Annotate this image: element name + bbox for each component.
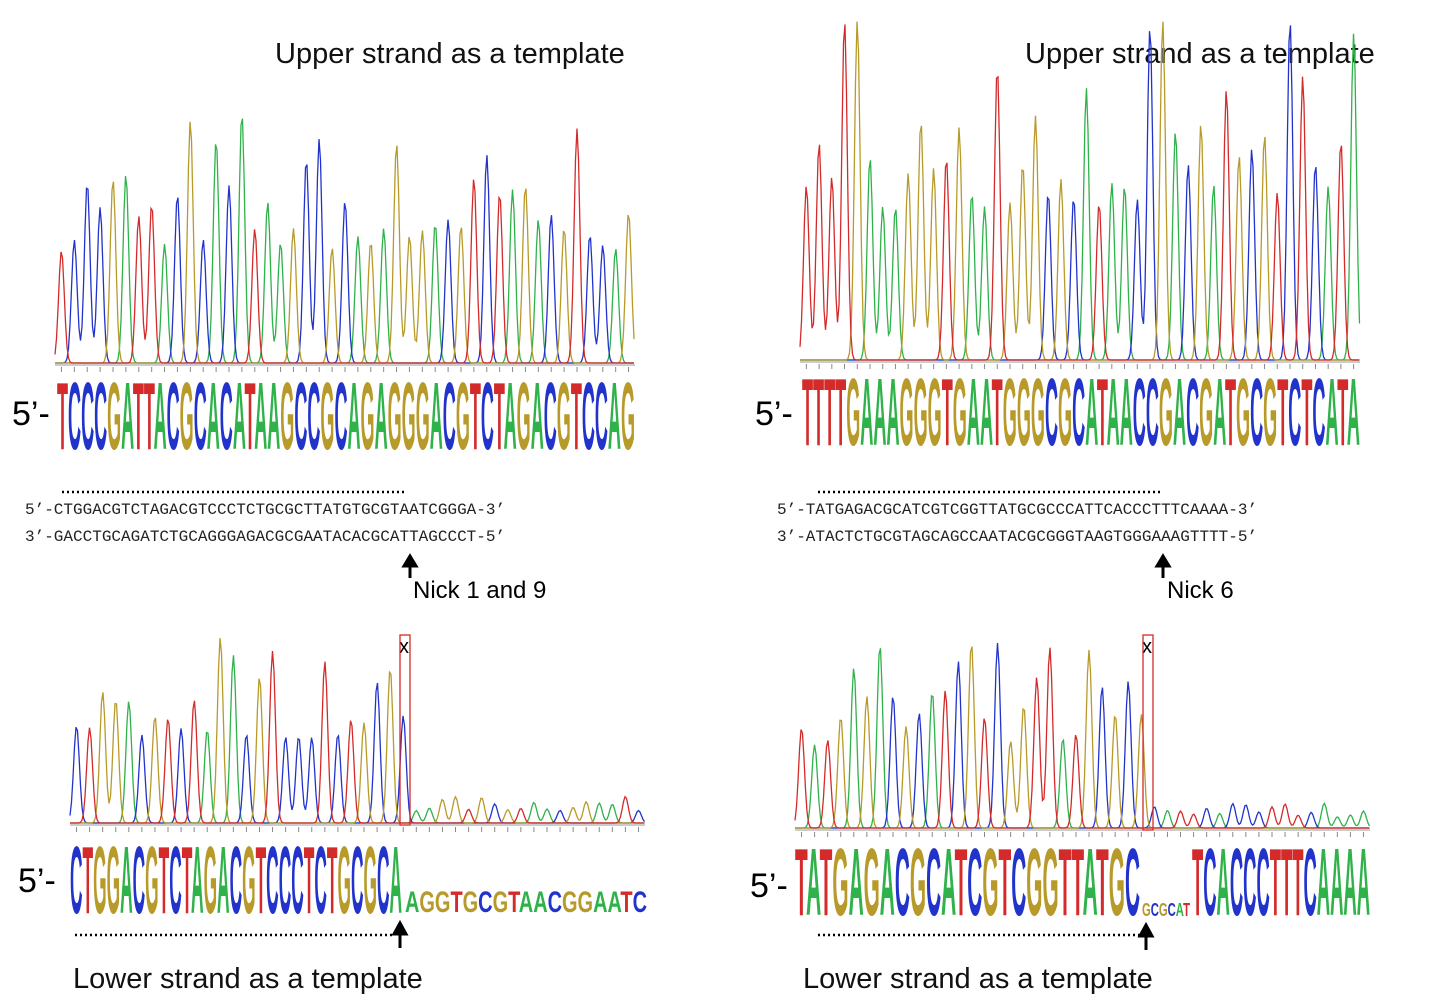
trace [55, 129, 634, 364]
trace [800, 24, 1360, 360]
trace [70, 683, 645, 823]
sequence-logo: TCACCCTTTCAAAA [1192, 829, 1370, 936]
duplex-lower: 3’-GACCTGCAGATCTGCAGGGAGACGCGAATACACGCAT… [25, 528, 505, 546]
prefix: 5’- [18, 862, 56, 900]
trace [55, 139, 634, 363]
prefix: 5’- [750, 867, 788, 905]
panel-caption: Lower strand as a template [73, 963, 423, 994]
panel-caption: Lower strand as a template [803, 963, 1153, 994]
stop-box [1143, 635, 1153, 830]
trace [800, 22, 1360, 360]
trace [70, 655, 645, 823]
trace [55, 122, 634, 363]
trace [800, 34, 1360, 360]
trace [70, 638, 645, 823]
sequence-logo: CTGGACGTCTAGACGTCCCTCTGCGCA [70, 827, 402, 934]
duplex-upper: 5’-CTGGACGTCTAGACGTCCCTCTGCGCTTATGTGCGTA… [25, 501, 505, 519]
sequence-logo: TTTTGAAAGGGTGAATGGGCGCATAACCGACGATGCGTCT… [802, 359, 1360, 466]
sequence-logo: TCCCGATTACGCACATAAGCCGCAGAGGGACGTCTAGACG… [57, 363, 635, 470]
prefix: 5’- [12, 395, 50, 433]
duplex-upper: 5’-TATGAGACGCATCGTCGGTTATGCGCCCATTCACCCT… [777, 501, 1257, 519]
duplex-lower: 3’-ATACTCTGCGTAGCAGCCAATACGCGGGTAAGTGGGA… [777, 528, 1257, 546]
nick-label: Nick 1 and 9 [413, 577, 546, 604]
nick-label: Nick 6 [1167, 577, 1234, 604]
figure: Upper strand as a template Upper strand … [0, 0, 1439, 994]
prefix: 5’- [755, 395, 793, 433]
sequence-tail: GCGCAT [1142, 900, 1190, 920]
panel-title: Upper strand as a template [275, 38, 625, 70]
trace [55, 119, 634, 363]
trace [800, 25, 1360, 360]
panel-title: Upper strand as a template [1025, 38, 1375, 70]
sequence-tail: AGGTGCGTAACGGAATC [405, 886, 647, 919]
sequence-logo: TATGAGACGCATCGTCGGTTATGC [795, 829, 1140, 936]
trace [795, 648, 1370, 828]
